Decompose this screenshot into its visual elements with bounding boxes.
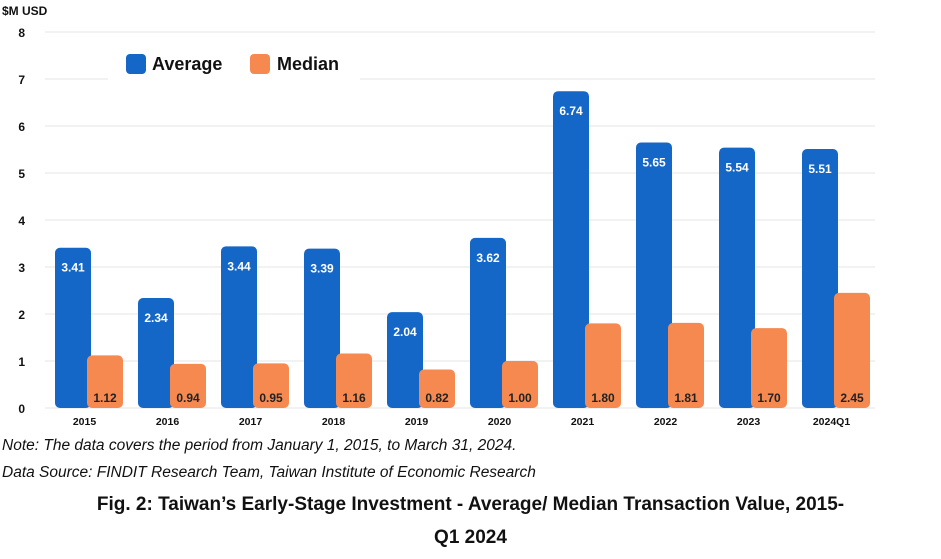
- data-label-average-2015: 3.41: [61, 261, 85, 275]
- bar-average-2018: [304, 248, 340, 408]
- label-layer: 0 1 2 3 4 5 6 7 8 3.41 1.12 2015 2.34 0.94 2016 3.44 0.9…: [18, 26, 864, 428]
- y-tick-label: 8: [18, 26, 25, 40]
- bar-average-2015: [55, 247, 91, 408]
- note-data-source: Data Source: FINDIT Research Team, Taiwa…: [2, 464, 536, 481]
- data-label-average-2023: 5.54: [725, 161, 749, 175]
- bar-layer: [55, 91, 870, 408]
- data-label-average-2018: 3.39: [310, 262, 334, 276]
- x-tick-label: 2015: [73, 416, 97, 428]
- bar-average-2019: [387, 312, 423, 408]
- x-tick-label: 2022: [654, 416, 678, 428]
- legend-patch-average: [126, 54, 146, 74]
- y-tick-label: 3: [18, 261, 25, 275]
- bar-median-2018: [336, 353, 372, 408]
- figure-caption-line2: Q1 2024: [434, 527, 507, 548]
- data-label-median-2023: 1.70: [757, 391, 781, 405]
- x-tick-label: 2018: [322, 416, 346, 428]
- bar-chart: 0 1 2 3 4 5 6 7 8 3.41 1.12 2015 2.34 0.94 2016 3.44 0.9…: [18, 26, 875, 428]
- y-tick-label: 7: [18, 73, 25, 87]
- bar-median-2015: [87, 355, 123, 408]
- bar-median-2023: [751, 328, 787, 408]
- data-label-average-2017: 3.44: [227, 259, 251, 273]
- bar-median-2016: [170, 363, 206, 408]
- data-label-median-2017: 0.95: [259, 391, 283, 405]
- figure-caption-line1: Fig. 2: Taiwan’s Early-Stage Investment …: [96, 494, 845, 515]
- x-tick-label: 2017: [239, 416, 263, 428]
- bar-average-2023: [719, 147, 755, 408]
- legend-patch-median: [250, 54, 270, 74]
- data-label-median-2020: 1.00: [508, 391, 532, 405]
- bar-median-2022: [668, 322, 704, 408]
- y-tick-label: 2: [18, 308, 25, 322]
- data-label-median-2024Q1: 2.45: [840, 391, 864, 405]
- y-tick-label: 1: [18, 355, 25, 369]
- y-axis-unit-label: $M USD: [2, 4, 48, 18]
- y-tick-label: 5: [18, 167, 25, 181]
- bar-average-2016: [138, 298, 174, 408]
- x-tick-label: 2020: [488, 416, 512, 428]
- y-tick-label: 6: [18, 120, 25, 134]
- legend-label-median: Median: [277, 54, 339, 74]
- bar-average-2022: [636, 142, 672, 408]
- data-label-median-2018: 1.16: [342, 391, 366, 405]
- legend: Average Median: [108, 44, 360, 88]
- data-label-average-2020: 3.62: [476, 251, 500, 265]
- data-label-average-2019: 2.04: [393, 325, 417, 339]
- data-label-average-2022: 5.65: [642, 155, 666, 169]
- x-tick-label: 2016: [156, 416, 180, 428]
- bar-average-2024Q1: [802, 149, 838, 408]
- data-label-average-2016: 2.34: [144, 311, 168, 325]
- bar-median-2021: [585, 323, 621, 408]
- legend-label-average: Average: [152, 54, 222, 74]
- x-tick-label: 2023: [737, 416, 761, 428]
- x-tick-label: 2019: [405, 416, 429, 428]
- bar-average-2020: [470, 237, 506, 408]
- bar-average-2017: [221, 246, 257, 408]
- x-tick-label: 2021: [571, 416, 595, 428]
- bar-median-2024Q1: [834, 292, 870, 408]
- data-label-average-2024Q1: 5.51: [808, 162, 832, 176]
- data-label-median-2019: 0.82: [425, 391, 449, 405]
- x-tick-label: 2024Q1: [813, 416, 851, 428]
- y-tick-label: 4: [18, 214, 25, 228]
- note-period: Note: The data covers the period from Ja…: [2, 437, 517, 454]
- data-label-average-2021: 6.74: [559, 104, 583, 118]
- bar-median-2017: [253, 363, 289, 408]
- legend-background: [108, 44, 360, 88]
- y-tick-label: 0: [18, 402, 25, 416]
- data-label-median-2015: 1.12: [93, 391, 117, 405]
- bar-median-2020: [502, 361, 538, 408]
- data-label-median-2021: 1.80: [591, 391, 615, 405]
- bar-median-2019: [419, 369, 455, 408]
- data-label-median-2022: 1.81: [674, 391, 698, 405]
- data-label-median-2016: 0.94: [176, 391, 200, 405]
- bar-average-2021: [553, 91, 589, 408]
